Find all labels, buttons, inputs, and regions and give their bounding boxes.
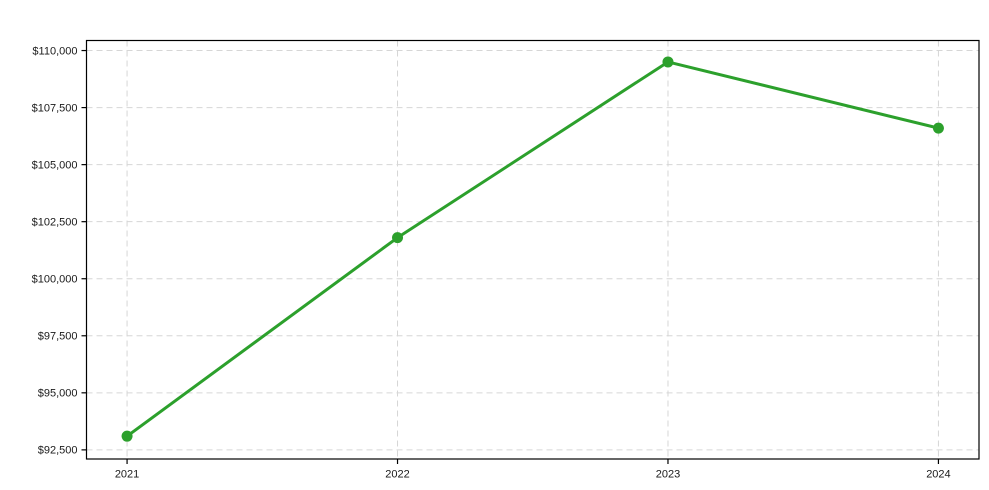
y-tick-label: $102,500 — [32, 216, 78, 228]
y-tick-label: $95,000 — [38, 388, 78, 400]
y-tick-label: $105,000 — [32, 159, 78, 171]
y-tick-label: $97,500 — [38, 331, 78, 343]
data-point-2024 — [932, 122, 944, 134]
y-tick-label: $110,000 — [32, 45, 77, 57]
x-axis: 2021 2022 2023 2024 — [115, 459, 951, 481]
y-tick-label: $100,000 — [32, 274, 78, 286]
y-tick-label: $92,500 — [38, 445, 78, 457]
data-point-2023 — [662, 56, 674, 68]
x-tick-label: 2024 — [926, 469, 950, 481]
plot-border — [85, 39, 980, 460]
x-tick-label: 2021 — [115, 469, 139, 481]
y-tick-label: $107,500 — [32, 102, 78, 114]
x-tick-label: 2022 — [385, 469, 409, 481]
x-tick-label: 2023 — [656, 469, 680, 481]
trend-line — [125, 60, 940, 438]
y-axis: $92,500 $95,000 $97,500 $100,000 $102,500 $10… — [32, 45, 87, 457]
gridlines — [86, 40, 979, 459]
data-point-2021 — [121, 430, 133, 442]
data-point-2022 — [392, 232, 404, 244]
